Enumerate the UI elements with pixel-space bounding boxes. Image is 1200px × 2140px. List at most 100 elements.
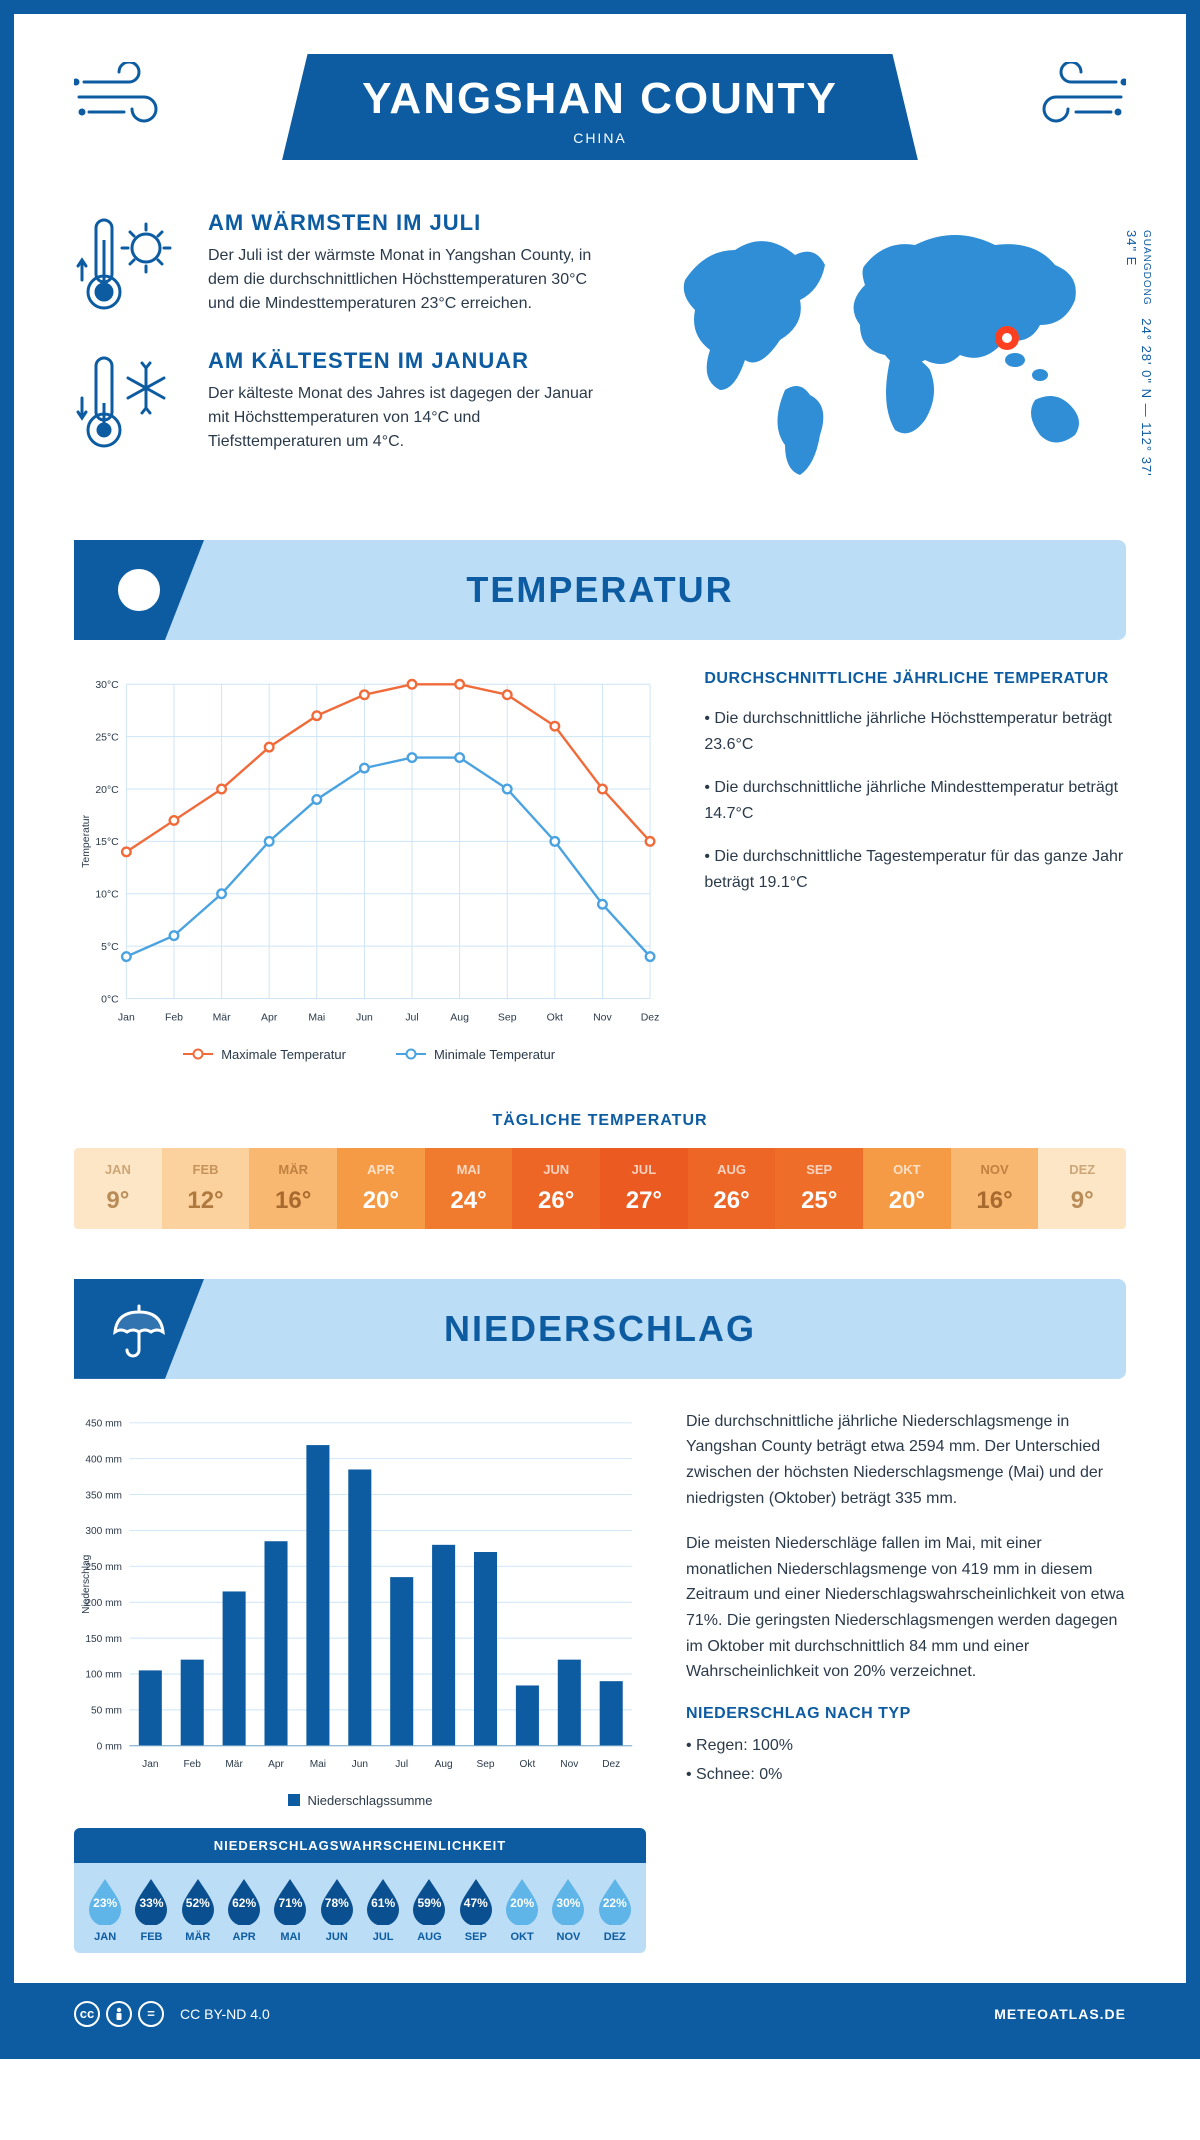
heat-cell: NOV16° [951,1148,1039,1229]
precipitation-left: 0 mm50 mm100 mm150 mm200 mm250 mm300 mm3… [74,1409,646,1953]
svg-text:Sep: Sep [477,1759,495,1770]
precipitation-legend: Niederschlagssumme [74,1793,646,1808]
page-title: YANGSHAN COUNTY [362,74,838,124]
probability-cell: 23%JAN [82,1877,128,1943]
svg-text:Apr: Apr [268,1759,284,1770]
probability-cell: 61%JUL [360,1877,406,1943]
thermometer-snow-icon [74,348,184,458]
probability-cell: 20%OKT [499,1877,545,1943]
legend-precip-sum: Niederschlagssumme [288,1793,433,1808]
facts-column: AM WÄRMSTEN IM JULI Der Juli ist der wär… [74,210,604,490]
svg-text:Sep: Sep [498,1012,517,1023]
probability-box: NIEDERSCHLAGSWAHRSCHEINLICHKEIT 23%JAN33… [74,1828,646,1953]
svg-text:5°C: 5°C [101,942,119,953]
thermometer-sun-icon [74,210,184,320]
svg-text:150 mm: 150 mm [85,1634,122,1645]
precip-p1: Die durchschnittliche jährliche Niedersc… [686,1409,1126,1511]
precip-type-snow: • Schnee: 0% [686,1762,1126,1788]
svg-text:Mär: Mär [213,1012,232,1023]
svg-text:Nov: Nov [560,1759,579,1770]
precipitation-text: Die durchschnittliche jährliche Niedersc… [686,1409,1126,1953]
svg-text:50 mm: 50 mm [91,1705,122,1716]
svg-text:Feb: Feb [165,1012,183,1023]
probability-cell: 47%SEP [453,1877,499,1943]
svg-text:350 mm: 350 mm [85,1490,122,1501]
fact-warmest: AM WÄRMSTEN IM JULI Der Juli ist der wär… [74,210,604,320]
nd-icon: = [138,2001,164,2027]
daily-temp-heatrow: JAN9°FEB12°MÄR16°APR20°MAI24°JUN26°JUL27… [74,1148,1126,1229]
fact-coldest-title: AM KÄLTESTEN IM JANUAR [208,348,604,374]
svg-text:Apr: Apr [261,1012,278,1023]
svg-text:Okt: Okt [547,1012,563,1023]
heat-cell: SEP25° [775,1148,863,1229]
svg-text:30°C: 30°C [95,680,119,691]
heat-cell: JUL27° [600,1148,688,1229]
section-temperature-title: TEMPERATUR [466,569,733,611]
svg-text:Mär: Mär [225,1759,243,1770]
fact-warmest-title: AM WÄRMSTEN IM JULI [208,210,604,236]
heat-cell: JUN26° [512,1148,600,1229]
svg-text:Dez: Dez [602,1759,620,1770]
svg-text:Temperatur: Temperatur [81,814,92,867]
svg-text:100 mm: 100 mm [85,1669,122,1680]
license-block: cc = CC BY-ND 4.0 [74,2001,270,2027]
heat-cell: DEZ9° [1038,1148,1126,1229]
svg-text:Dez: Dez [641,1012,660,1023]
legend-min-label: Minimale Temperatur [434,1047,555,1062]
world-map-icon [655,210,1115,490]
probability-row: 23%JAN33%FEB52%MÄR62%APR71%MAI78%JUN61%J… [74,1863,646,1953]
svg-text:450 mm: 450 mm [85,1418,122,1429]
intro-row: AM WÄRMSTEN IM JULI Der Juli ist der wär… [14,190,1186,530]
svg-text:15°C: 15°C [95,837,119,848]
fact-coldest-text: Der kälteste Monat des Jahres ist dagege… [208,382,604,454]
heat-cell: AUG26° [688,1148,776,1229]
precipitation-content: 0 mm50 mm100 mm150 mm200 mm250 mm300 mm3… [14,1409,1186,1983]
fact-coldest: AM KÄLTESTEN IM JANUAR Der kälteste Mona… [74,348,604,458]
heat-cell: FEB12° [162,1148,250,1229]
section-precipitation-title: NIEDERSCHLAG [444,1308,756,1350]
probability-cell: 52%MÄR [175,1877,221,1943]
precip-type-rain: • Regen: 100% [686,1733,1126,1759]
probability-cell: 62%APR [221,1877,267,1943]
svg-text:Nov: Nov [593,1012,612,1023]
svg-text:Aug: Aug [450,1012,469,1023]
heat-cell: MÄR16° [249,1148,337,1229]
svg-text:20°C: 20°C [95,785,119,796]
probability-cell: 71%MAI [267,1877,313,1943]
legend-precip-label: Niederschlagssumme [308,1793,433,1808]
svg-text:Niederschlag: Niederschlag [81,1555,92,1614]
temperature-legend: .legend-item:nth-child(1) .legend-line::… [74,1047,664,1062]
precip-p2: Die meisten Niederschläge fallen im Mai,… [686,1531,1126,1685]
svg-text:Mai: Mai [310,1759,326,1770]
daily-temp-title: TÄGLICHE TEMPERATUR [14,1112,1186,1130]
svg-text:25°C: 25°C [95,732,119,743]
probability-cell: 33%FEB [128,1877,174,1943]
footer: cc = CC BY-ND 4.0 METEOATLAS.DE [14,1983,1186,2045]
svg-text:Jun: Jun [352,1759,368,1770]
section-temperature-header: TEMPERATUR [74,540,1126,640]
fact-warmest-text: Der Juli ist der wärmste Monat in Yangsh… [208,244,604,316]
page-subtitle: CHINA [362,130,838,146]
svg-text:Okt: Okt [520,1759,536,1770]
probability-cell: 22%DEZ [592,1877,638,1943]
brand-label: METEOATLAS.DE [994,2006,1126,2022]
map-column: GUANGDONG 24° 28' 0" N — 112° 37' 34" E [644,210,1126,490]
svg-text:400 mm: 400 mm [85,1454,122,1465]
section-precipitation-header: NIEDERSCHLAG [74,1279,1126,1379]
svg-text:Mai: Mai [308,1012,325,1023]
svg-text:300 mm: 300 mm [85,1526,122,1537]
svg-text:Jan: Jan [142,1759,158,1770]
svg-text:0°C: 0°C [101,994,119,1005]
temperature-content: 0°C5°C10°C15°C20°C25°C30°CJanFebMärAprMa… [14,670,1186,1092]
legend-min: .legend-item:nth-child(2) .legend-line::… [396,1047,555,1062]
heat-cell: OKT20° [863,1148,951,1229]
svg-text:Jun: Jun [356,1012,373,1023]
coordinates: GUANGDONG 24° 28' 0" N — 112° 37' 34" E [1124,230,1154,490]
svg-text:Aug: Aug [435,1759,453,1770]
sun-icon [74,540,204,640]
probability-title: NIEDERSCHLAGSWAHRSCHEINLICHKEIT [74,1828,646,1863]
wind-icon [74,62,174,146]
header: YANGSHAN COUNTY CHINA [14,14,1186,190]
svg-text:Feb: Feb [183,1759,201,1770]
title-banner: YANGSHAN COUNTY CHINA [282,54,918,160]
